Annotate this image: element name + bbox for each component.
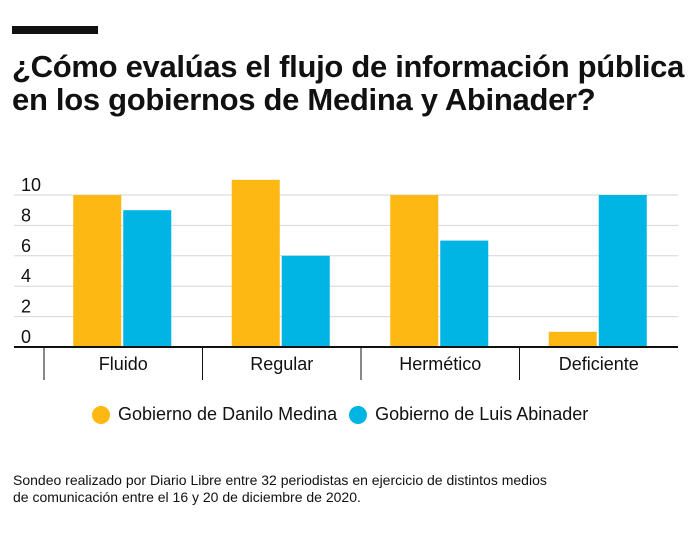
x-category-label-3: Deficiente [559, 354, 639, 374]
bar-abinader-0 [123, 210, 172, 347]
y-tick-label-2: 2 [21, 297, 31, 317]
legend-label-medina: Gobierno de Danilo Medina [118, 404, 338, 424]
x-category-label-0: Fluido [99, 354, 148, 374]
source-note: Sondeo realizado por Diario Libre entre … [13, 472, 613, 506]
y-tick-label-4: 4 [21, 266, 31, 286]
bar-abinader-2 [440, 240, 489, 347]
x-category-label-1: Regular [250, 354, 313, 374]
chart-title-line-2: en los gobiernos de Medina y Abinader? [12, 82, 596, 117]
legend-item-abinader: Gobierno de Luis Abinader [349, 404, 588, 425]
legend-swatch-medina [92, 405, 110, 424]
bar-medina-0 [73, 195, 122, 347]
y-tick-label-8: 8 [21, 205, 31, 225]
legend-swatch-abinader [349, 405, 368, 424]
bar-chart: 0 2 4 6 8 10 Fluido Regular Hermético Deficiente [14, 175, 678, 380]
bar-medina-3 [548, 331, 597, 347]
legend-item-medina: Gobierno de Danilo Medina [92, 404, 337, 425]
x-category-label-2: Hermético [399, 354, 481, 374]
chart-title: ¿Cómo evalúas el flujo de información pú… [12, 50, 692, 116]
source-note-line-2: de comunicación entre el 16 y 20 de dici… [13, 489, 361, 505]
header-accent-bar [12, 26, 98, 34]
y-tick-label-0: 0 [21, 327, 31, 347]
bar-medina-1 [231, 179, 280, 347]
bar-abinader-3 [598, 195, 647, 347]
source-note-line-1: Sondeo realizado por Diario Libre entre … [13, 472, 547, 488]
legend-label-abinader: Gobierno de Luis Abinader [375, 404, 589, 424]
chart-title-line-1: ¿Cómo evalúas el flujo de información pú… [12, 49, 685, 84]
y-tick-label-6: 6 [21, 236, 31, 256]
bar-abinader-1 [281, 255, 330, 347]
bar-medina-2 [390, 195, 439, 347]
chart-legend: Gobierno de Danilo Medina Gobierno de Lu… [92, 404, 600, 425]
y-tick-label-10: 10 [21, 175, 41, 195]
